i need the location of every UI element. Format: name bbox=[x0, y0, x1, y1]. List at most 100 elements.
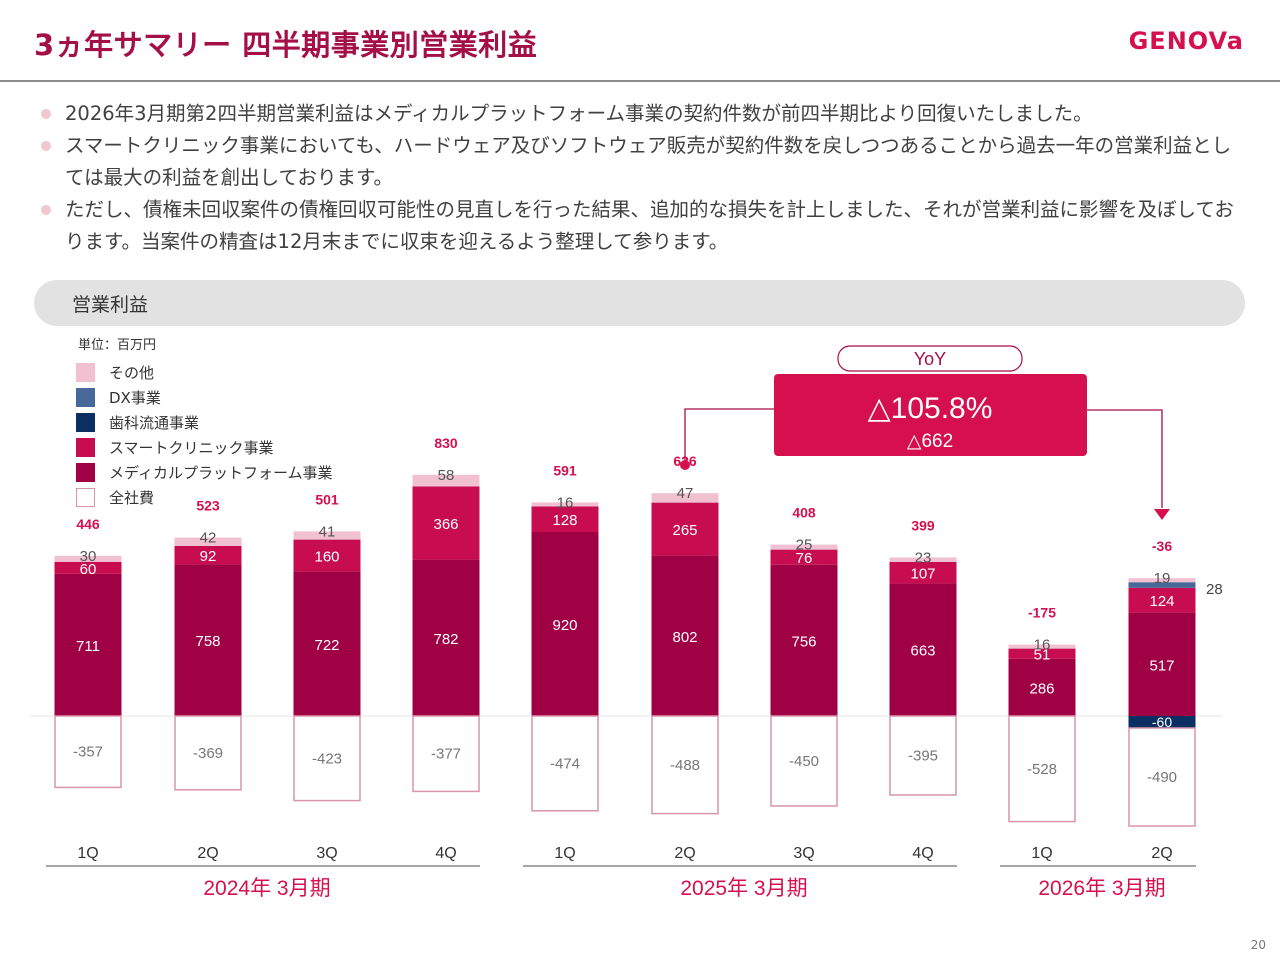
bar-segment-smart-clinic bbox=[412, 486, 480, 560]
bar-segment-other bbox=[1008, 644, 1076, 649]
x-tick-label: 1Q bbox=[554, 845, 575, 862]
legend-item-corporate: 全社費 bbox=[76, 485, 333, 510]
x-tick-label: 1Q bbox=[1031, 845, 1052, 862]
data-label-corporate: -488 bbox=[670, 757, 700, 774]
unit-label: 単位：百万円 bbox=[78, 338, 157, 353]
data-label-medical-platform: 920 bbox=[552, 617, 577, 634]
bar-segment-smart-clinic bbox=[1008, 648, 1076, 659]
section-header: 営業利益 bbox=[34, 280, 1245, 326]
bar-segment-other bbox=[531, 502, 599, 507]
data-label-smart-clinic: 366 bbox=[433, 516, 458, 533]
bar-segment-dental bbox=[1128, 716, 1196, 728]
yoy-label: YoY bbox=[914, 349, 946, 369]
legend-swatch bbox=[76, 438, 95, 457]
data-label-medical-platform: 782 bbox=[433, 631, 458, 648]
data-label-smart-clinic: 92 bbox=[200, 548, 217, 565]
bar-segment-corporate bbox=[54, 715, 122, 789]
bullet-text: スマートクリニック事業においても、ハードウェア及びソフトウェア販売が契約件数を戻… bbox=[65, 134, 1232, 189]
bar-segment-smart-clinic bbox=[174, 546, 242, 565]
bar-segment-smart-clinic bbox=[1128, 587, 1196, 613]
total-label: 830 bbox=[434, 435, 458, 451]
data-label-medical-platform: 711 bbox=[76, 638, 100, 655]
bar-segment-other bbox=[770, 544, 838, 550]
data-label-medical-platform: 756 bbox=[791, 633, 816, 650]
chart-legend: その他 DX事業 歯科流通事業 スマートクリニック事業 メディカルプラットフォーム事業全… bbox=[76, 360, 333, 510]
yoy-pill bbox=[837, 345, 1023, 372]
period-group-label: 2025年 3月期 bbox=[680, 877, 807, 900]
bar-segment-corporate bbox=[1128, 727, 1196, 827]
total-label: 523 bbox=[196, 498, 220, 514]
bullet-dot-icon bbox=[41, 205, 51, 215]
total-label: 501 bbox=[315, 491, 339, 507]
data-label-corporate: -474 bbox=[550, 755, 580, 772]
legend-swatch bbox=[76, 463, 95, 482]
bullet-item: 2026年3月期第2四半期営業利益はメディカルプラットフォーム事業の契約件数が前… bbox=[38, 98, 1248, 130]
data-label-medical-platform: 663 bbox=[910, 643, 935, 660]
yoy-arrowhead-icon bbox=[1154, 509, 1170, 520]
bullet-text: 2026年3月期第2四半期営業利益はメディカルプラットフォーム事業の契約件数が前… bbox=[65, 102, 1093, 125]
bar-segment-medical-platform bbox=[531, 532, 599, 716]
total-label: -175 bbox=[1028, 605, 1056, 621]
data-label-medical-platform: 802 bbox=[672, 629, 697, 646]
data-label-corporate: -423 bbox=[312, 750, 342, 767]
data-label-smart-clinic: 124 bbox=[1149, 593, 1174, 610]
legend-item-dental: 歯科流通事業 bbox=[76, 410, 333, 435]
yoy-connector-to bbox=[1087, 409, 1163, 508]
data-label-smart-clinic: 60 bbox=[80, 561, 97, 578]
bar-segment-dx bbox=[1128, 582, 1196, 588]
x-tick-label: 2Q bbox=[674, 845, 695, 862]
bar-segment-smart-clinic bbox=[770, 549, 838, 565]
data-label-other: 47 bbox=[677, 485, 694, 502]
bar-segment-medical-platform bbox=[412, 559, 480, 716]
page-number: 20 bbox=[1250, 938, 1266, 952]
bar-segment-corporate bbox=[1008, 715, 1076, 823]
total-label: -36 bbox=[1152, 538, 1172, 554]
bullet-item: スマートクリニック事業においても、ハードウェア及びソフトウェア販売が契約件数を戻… bbox=[38, 130, 1248, 194]
data-label-corporate: -528 bbox=[1027, 761, 1057, 778]
yoy-anchor-dot bbox=[680, 460, 690, 470]
bar-segment-medical-platform bbox=[54, 573, 122, 716]
data-label-other: 30 bbox=[80, 548, 97, 565]
data-label-medical-platform: 286 bbox=[1029, 680, 1054, 697]
data-label-smart-clinic: 107 bbox=[910, 566, 935, 583]
bar-segment-medical-platform bbox=[770, 564, 838, 716]
x-tick-label: 3Q bbox=[316, 845, 337, 862]
data-label-corporate: -450 bbox=[789, 753, 819, 770]
genova-logo: GENOVa bbox=[1128, 27, 1244, 55]
bar-segment-other bbox=[889, 557, 957, 562]
bar-segment-other bbox=[174, 537, 242, 546]
legend-item-smart-clinic: スマートクリニック事業 bbox=[76, 435, 333, 460]
bullet-item: ただし、債権未回収案件の債権回収可能性の見直しを行った結果、追加的な損失を計上し… bbox=[38, 194, 1248, 258]
bar-segment-smart-clinic bbox=[293, 539, 361, 572]
data-label-medical-platform: 722 bbox=[314, 637, 339, 654]
data-label-smart-clinic: 128 bbox=[552, 512, 577, 529]
data-label-other: 58 bbox=[438, 467, 455, 484]
data-label-smart-clinic: 265 bbox=[672, 522, 697, 539]
total-label: 399 bbox=[911, 517, 935, 533]
bar-segment-medical-platform bbox=[1008, 658, 1076, 716]
legend-swatch bbox=[76, 413, 95, 432]
legend-swatch bbox=[76, 488, 95, 507]
data-label-other: 23 bbox=[915, 549, 932, 566]
legend-label: 歯科流通事業 bbox=[109, 414, 200, 432]
legend-label: メディカルプラットフォーム事業 bbox=[109, 464, 333, 482]
x-tick-label: 4Q bbox=[912, 845, 933, 862]
data-label-corporate: -369 bbox=[193, 745, 223, 762]
summary-bullets: 2026年3月期第2四半期営業利益はメディカルプラットフォーム事業の契約件数が前… bbox=[38, 98, 1248, 258]
data-label-corporate: -490 bbox=[1147, 769, 1177, 786]
data-label-other: 16 bbox=[1034, 637, 1051, 654]
yoy-percent: △105.8% bbox=[868, 392, 993, 425]
data-label-other: 16 bbox=[557, 494, 574, 511]
legend-label: スマートクリニック事業 bbox=[109, 439, 274, 457]
data-label-medical-platform: 517 bbox=[1149, 657, 1174, 674]
period-group-label: 2024年 3月期 bbox=[203, 877, 330, 900]
bullet-dot-icon bbox=[41, 141, 51, 151]
x-tick-label: 2Q bbox=[197, 845, 218, 862]
yoy-box bbox=[774, 374, 1087, 456]
legend-label: その他 bbox=[109, 364, 155, 382]
bullet-text: ただし、債権未回収案件の債権回収可能性の見直しを行った結果、追加的な損失を計上し… bbox=[65, 198, 1234, 253]
bar-segment-corporate bbox=[651, 715, 719, 815]
data-label-corporate: -357 bbox=[73, 744, 103, 761]
bar-segment-corporate bbox=[770, 715, 838, 807]
